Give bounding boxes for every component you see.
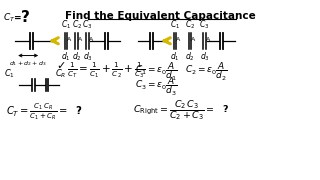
Text: $C_2$: $C_2$ (72, 18, 82, 31)
Text: $\checkmark$: $\checkmark$ (56, 60, 65, 70)
Text: ?: ? (21, 10, 30, 25)
Text: A: A (67, 37, 72, 42)
Text: $d_1$: $d_1$ (61, 51, 71, 63)
Text: $C_T = \frac{C_1\,C_R}{C_1+C_R}=$  ?: $C_T = \frac{C_1\,C_R}{C_1+C_R}=$ ? (6, 101, 83, 122)
Text: $d_3$: $d_3$ (200, 51, 210, 63)
Text: $C_3=\varepsilon_0\dfrac{A}{d_3}$: $C_3=\varepsilon_0\dfrac{A}{d_3}$ (135, 75, 178, 98)
Text: $C_T$=: $C_T$= (4, 11, 22, 24)
Text: $C_3$: $C_3$ (83, 18, 93, 31)
Text: $C_2=\varepsilon_0\dfrac{A}{d_2}$: $C_2=\varepsilon_0\dfrac{A}{d_2}$ (185, 60, 228, 83)
Text: $d_2$: $d_2$ (185, 51, 195, 63)
Text: A: A (176, 37, 180, 42)
Text: A: A (206, 37, 210, 42)
Text: $C_2$: $C_2$ (185, 18, 195, 31)
Text: A: A (89, 37, 93, 42)
Text: $C_1$: $C_1$ (61, 18, 71, 31)
Text: A: A (78, 37, 83, 42)
Text: $d_1$: $d_1$ (170, 51, 180, 63)
Text: $C_1$: $C_1$ (170, 18, 180, 31)
Text: $C_3$: $C_3$ (199, 18, 210, 31)
Text: $d_2$: $d_2$ (72, 51, 82, 63)
Text: Find the Equivalent Capacitance: Find the Equivalent Capacitance (65, 11, 255, 21)
Text: $C_R$: $C_R$ (55, 68, 66, 80)
Text: $C_1$: $C_1$ (4, 67, 15, 80)
Text: $C_1=\varepsilon_0\dfrac{A}{d_1}$: $C_1=\varepsilon_0\dfrac{A}{d_1}$ (135, 60, 178, 83)
Text: $d_1+d_2+d_3$: $d_1+d_2+d_3$ (9, 59, 47, 68)
Text: $d_3$: $d_3$ (83, 51, 92, 63)
Text: $C_{\rm Right}=\dfrac{C_2\,C_3}{C_2+C_3}=$  ?: $C_{\rm Right}=\dfrac{C_2\,C_3}{C_2+C_3}… (133, 98, 229, 122)
Text: $\frac{1}{C_T} = \frac{1}{C_1} + \frac{1}{C_2} + \frac{1}{C_3}$: $\frac{1}{C_T} = \frac{1}{C_1} + \frac{1… (67, 60, 145, 80)
Text: A: A (191, 37, 196, 42)
